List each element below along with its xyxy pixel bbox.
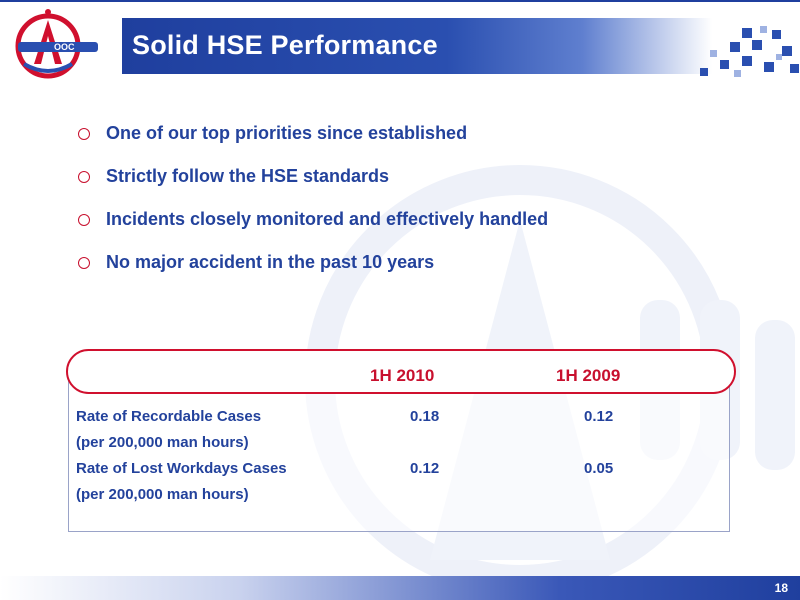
bullet-item: No major accident in the past 10 years [78, 250, 548, 293]
bullet-text: Strictly follow the HSE standards [106, 166, 390, 186]
row-label-lost-workdays: Rate of Lost Workdays Cases [76, 460, 287, 477]
svg-text:OOC: OOC [54, 42, 75, 52]
pixel-decoration [700, 26, 799, 77]
column-header-1h-2010: 1H 2010 [370, 366, 435, 385]
page-number: 18 [774, 581, 788, 595]
top-rule [0, 0, 800, 2]
company-logo: OOC [15, 9, 98, 79]
bullet-item: Incidents closely monitored and effectiv… [78, 207, 548, 250]
table-header-oval [66, 349, 736, 394]
circle-bullet-icon [78, 171, 90, 183]
bullet-text: Incidents closely monitored and effectiv… [106, 209, 549, 229]
circle-bullet-icon [78, 128, 90, 140]
footer-bar [0, 576, 800, 600]
row-sublabel-recordable-cases: (per 200,000 man hours) [76, 434, 249, 451]
circle-bullet-icon [78, 214, 90, 226]
bullet-text: One of our top priorities since establis… [106, 123, 468, 143]
value-lost-workdays-2010: 0.12 [410, 460, 440, 477]
bullet-text: No major accident in the past 10 years [106, 252, 435, 272]
bullet-item: Strictly follow the HSE standards [78, 164, 548, 207]
row-label-recordable-cases: Rate of Recordable Cases [76, 408, 262, 425]
bullet-list: One of our top priorities since establis… [78, 121, 548, 293]
slide-title: Solid HSE Performance [132, 30, 438, 60]
circle-bullet-icon [78, 257, 90, 269]
column-header-1h-2009: 1H 2009 [556, 366, 621, 385]
row-sublabel-lost-workdays: (per 200,000 man hours) [76, 486, 249, 503]
value-recordable-2009: 0.12 [584, 408, 614, 425]
value-recordable-2010: 0.18 [410, 408, 440, 425]
value-lost-workdays-2009: 0.05 [584, 460, 614, 477]
title-bar [122, 18, 712, 74]
hse-table [68, 376, 730, 532]
bullet-item: One of our top priorities since establis… [78, 121, 548, 164]
